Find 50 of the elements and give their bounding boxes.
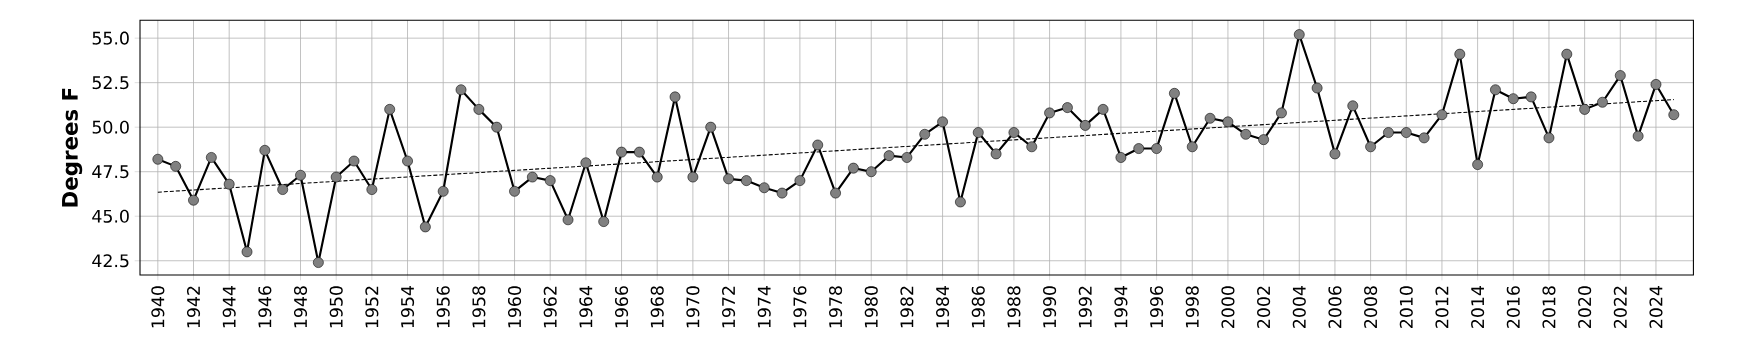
x-tick-label: 1974 [757,286,771,328]
x-tick-label: 1980 [864,286,878,328]
x-tick-label: 1962 [543,286,557,328]
x-tick-label: 2008 [1364,286,1378,328]
x-tick-label: 1940 [151,286,165,328]
x-tick-label: 1970 [686,286,700,328]
x-tick-label: 2022 [1613,286,1627,328]
y-tick-label: 47.5 [92,165,129,179]
x-tick-label: 1990 [1043,286,1057,328]
x-tick-label: 1988 [1007,286,1021,328]
x-tick-label: 1966 [614,286,629,328]
x-tick-label: 2016 [1506,286,1520,328]
x-tick-label: 1996 [1150,286,1164,328]
x-tick-label: 1958 [472,286,486,328]
x-tick-label: 1986 [971,286,985,328]
x-tick-label: 1950 [329,286,343,328]
x-tick-label: 2020 [1578,286,1592,328]
x-tick-label: 1954 [400,286,415,328]
y-tick-label: 45.0 [92,209,129,223]
x-tick-label: 1994 [1114,286,1128,328]
x-tick-label: 1948 [293,286,308,328]
x-tick-label: 1982 [900,286,914,328]
x-tick-label: 1942 [186,286,201,328]
x-tick-label: 2002 [1257,286,1271,328]
x-tick-label: 1960 [507,286,522,328]
y-axis-title: Degrees F [62,88,83,207]
x-tick-label: 1968 [650,286,664,328]
y-tick-label: 55.0 [92,31,129,45]
x-tick-label: 1976 [793,286,807,328]
x-tick-label: 2010 [1399,286,1413,328]
x-tick-label: 1992 [1078,286,1092,328]
x-tick-label: 2014 [1471,286,1485,328]
x-tick-label: 2024 [1649,286,1663,328]
x-tick-label: 2006 [1328,286,1342,328]
x-tick-label: 1978 [829,286,843,328]
x-tick-label: 1998 [1185,286,1199,328]
x-tick-label: 1952 [365,286,379,328]
x-tick-label: 2018 [1542,286,1556,328]
x-tick-label: 1946 [258,286,272,328]
y-tick-label: 50.0 [92,120,129,134]
y-tick-label: 52.5 [92,76,129,90]
x-tick-label: 1984 [936,286,950,328]
x-tick-label: 1964 [579,286,593,328]
x-tick-label: 1944 [222,286,236,328]
x-tick-label: 2012 [1435,286,1449,328]
x-tick-label: 1972 [722,286,736,328]
y-tick-label: 42.5 [92,254,129,268]
x-tick-label: 1956 [436,286,450,328]
x-tick-label: 2004 [1292,286,1306,328]
x-tick-label: 2000 [1221,286,1235,328]
